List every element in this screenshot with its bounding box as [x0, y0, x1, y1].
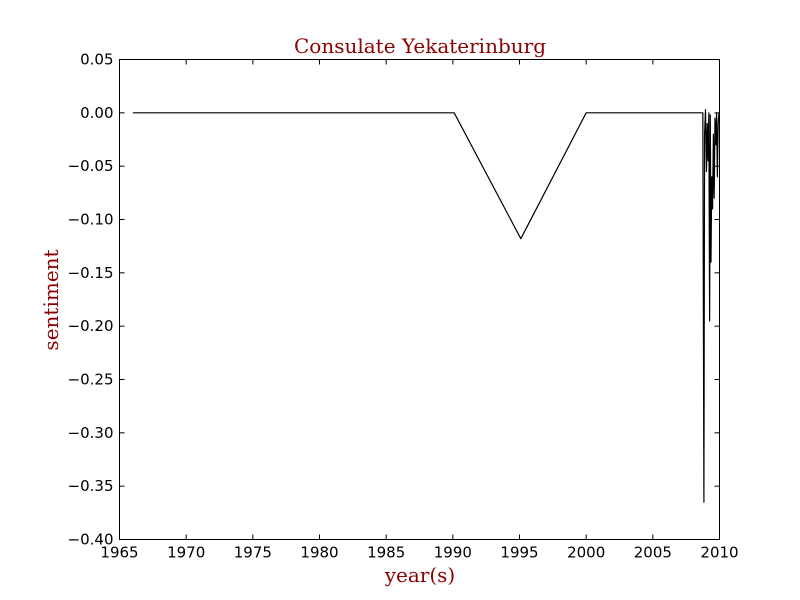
y-tick-label: −0.35 [68, 477, 114, 495]
x-tick-label: 1970 [167, 544, 205, 562]
x-tick-label: 2000 [567, 544, 605, 562]
series-layer [132, 109, 720, 503]
plot-area [119, 59, 720, 540]
y-tick-label: −0.30 [68, 424, 114, 442]
y-axis: 0.05 0.00 −0.05 −0.10 −0.15 −0.20 −0.25 −0.30 −0… [68, 51, 720, 549]
y-tick-label: −0.10 [68, 211, 114, 229]
x-tick-label: 2005 [634, 544, 672, 562]
series-line [132, 109, 720, 503]
x-tick-label: 1965 [100, 544, 138, 562]
y-tick-label: −0.40 [68, 531, 114, 549]
x-tick-label: 1980 [300, 544, 338, 562]
y-tick-label: −0.05 [68, 157, 114, 175]
x-tick-label: 1995 [500, 544, 538, 562]
y-tick-label: 0.05 [80, 51, 113, 69]
y-tick-label: 0.00 [80, 104, 113, 122]
y-tick-label: −0.25 [68, 371, 114, 389]
x-tick-label: 1975 [234, 544, 272, 562]
y-axis-label: sentiment [39, 249, 63, 350]
x-axis-label: year(s) [384, 563, 456, 587]
x-tick-label: 1985 [367, 544, 405, 562]
y-tick-label: −0.15 [68, 264, 114, 282]
chart-title: Consulate Yekaterinburg [294, 34, 546, 58]
x-tick-label: 1990 [434, 544, 472, 562]
x-axis: 1965 1970 1975 1980 1985 1990 1995 2000 2005 2010 [100, 59, 739, 562]
y-tick-label: −0.20 [68, 317, 114, 335]
x-tick-label: 2010 [700, 544, 738, 562]
